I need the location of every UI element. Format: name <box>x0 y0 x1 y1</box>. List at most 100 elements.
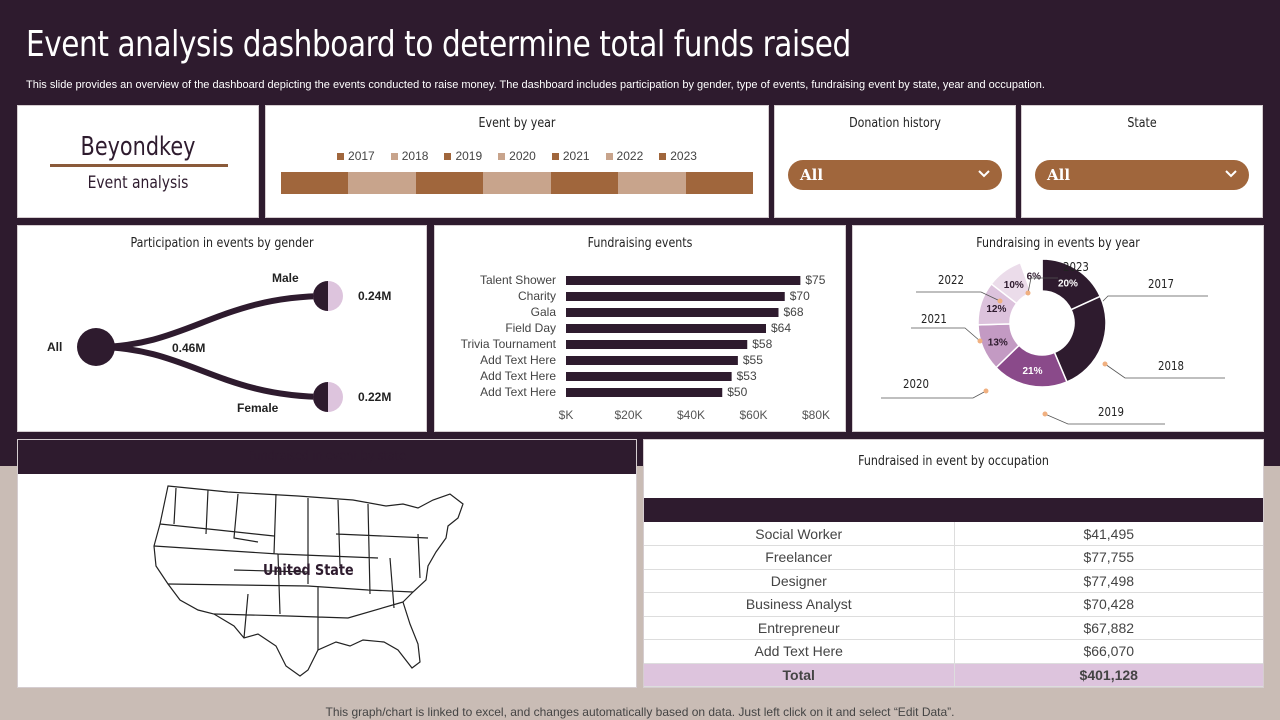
amount-cell: $77,755 <box>954 545 1263 570</box>
year-segment[interactable] <box>281 172 349 194</box>
occupation-cell: Designer <box>644 569 955 593</box>
value-label: $53 <box>737 369 757 383</box>
year-segment[interactable] <box>483 172 551 194</box>
bar <box>566 372 732 381</box>
chevron-down-icon <box>978 170 990 178</box>
events-by-year-panel: Fundraising in events by year 20% 2017 201… <box>852 225 1264 432</box>
donut-slice <box>1019 258 1043 294</box>
brand-panel: Beyondkey Event analysis <box>17 105 259 218</box>
year-segment[interactable] <box>685 172 753 194</box>
legend-swatch <box>444 152 452 160</box>
slice-percent: 21% <box>1022 366 1042 377</box>
occupation-cell: Social Worker <box>644 522 955 546</box>
panel-title: Event by year <box>478 116 556 131</box>
leader-dot <box>1042 411 1048 417</box>
panel-title: Fundraised in event by occupation <box>858 454 1049 469</box>
value-label: $50 <box>727 385 747 399</box>
legend-item: 2020 <box>498 149 536 163</box>
x-tick-label: $80K <box>802 408 830 422</box>
page-subtitle: This slide provides an overview of the d… <box>26 79 1045 91</box>
table-header-row <box>644 498 1263 522</box>
slice-percent: 6% <box>1027 272 1042 283</box>
amount-cell: $41,495 <box>954 522 1263 546</box>
slice-percent: 20% <box>1058 279 1078 290</box>
occupation-cell: Add Text Here <box>644 639 955 664</box>
occupation-cell: Entrepreneur <box>644 616 955 640</box>
legend-swatch <box>390 152 398 160</box>
legend-label: 2022 <box>616 149 644 163</box>
panel-title: Fundraising events <box>587 236 693 251</box>
year-segment[interactable] <box>348 172 416 194</box>
category-label: Trivia Tournament <box>461 337 557 351</box>
table-row: Business Analyst $70,428 <box>644 592 1263 617</box>
legend-swatch <box>337 152 345 160</box>
female-node-fill <box>313 382 328 412</box>
table-row: Add Text Here $66,070 <box>644 639 1263 664</box>
year-label: 2023 <box>1063 260 1089 274</box>
leader-line <box>1027 277 1058 294</box>
dropdown-value: All <box>800 166 824 184</box>
legend-item: 2023 <box>659 149 697 163</box>
bar <box>566 308 779 317</box>
category-label: Add Text Here <box>480 353 556 367</box>
male-node-fill <box>313 281 328 311</box>
leader-dot <box>983 388 989 394</box>
legend-item: 2017 <box>337 149 375 163</box>
slice-percent: 12% <box>986 304 1006 315</box>
year-label: 2017 <box>1148 277 1174 291</box>
amount-cell: $66,070 <box>954 639 1263 664</box>
legend-label: 2017 <box>348 149 375 163</box>
occupation-cell: Business Analyst <box>644 592 955 617</box>
legend-swatch <box>659 152 667 160</box>
legend-label: 2020 <box>509 149 536 163</box>
year-segment[interactable] <box>415 172 484 194</box>
category-label: Field Day <box>505 321 556 335</box>
leader-dot <box>1025 290 1031 296</box>
bar <box>566 324 766 333</box>
event-by-year-panel: Event by year 2017 2018 2019 2020 2021 2022 20… <box>265 105 769 218</box>
events-by-year-donut: 20% 2017 2018 21% 2019 13% 2020 12% 2021 10% 2022 6… <box>881 258 1225 425</box>
legend-swatch <box>605 152 613 160</box>
state-borders <box>153 487 429 650</box>
map-header: Fundraised in event by state <box>18 440 636 474</box>
donation-history-dropdown[interactable]: All <box>788 160 1002 190</box>
legend-item: 2022 <box>605 149 644 163</box>
year-legend: 2017 2018 2019 2020 2021 2022 2023 <box>266 149 768 163</box>
legend-item: 2021 <box>551 149 590 163</box>
amount-cell: $77,498 <box>954 569 1263 593</box>
legend-label: 2018 <box>401 149 429 163</box>
panel-title: Participation in events by gender <box>130 236 314 251</box>
x-tick-label: $60K <box>739 408 767 422</box>
root-node <box>77 328 115 366</box>
bar <box>566 356 738 365</box>
table-row: Designer $77,498 <box>644 569 1263 593</box>
male-branch <box>95 293 329 350</box>
male-value: 0.24M <box>358 289 391 303</box>
table-row: Freelancer $77,755 <box>644 545 1263 570</box>
year-timeline-bar[interactable] <box>281 172 753 194</box>
us-map[interactable]: United State <box>18 474 636 689</box>
state-dropdown[interactable]: All <box>1035 160 1249 190</box>
brand-name: Beyondkey <box>80 132 196 162</box>
state-map-panel: Fundraised in event by state United Stat… <box>17 439 637 688</box>
slice-percent: 10% <box>1004 280 1024 291</box>
panel-title: Fundraised in event by state <box>248 449 406 464</box>
brand-divider <box>50 164 228 167</box>
leader-dot <box>977 338 983 344</box>
map-country-label: United State <box>263 562 354 579</box>
fundraising-events-panel: Fundraising events Talent Shower $75 Chari… <box>434 225 846 432</box>
bar <box>566 276 801 285</box>
value-label: $55 <box>743 353 763 367</box>
leader-dot <box>1102 361 1108 367</box>
year-segment[interactable] <box>550 172 619 194</box>
x-tick-label: $20K <box>614 408 642 422</box>
panel-title: Fundraising in events by year <box>976 236 1140 251</box>
occupation-cell: Freelancer <box>644 545 955 570</box>
panel-title: Donation history <box>849 116 941 131</box>
value-label: $68 <box>784 305 804 319</box>
total-row: Total $401,128 <box>644 663 1263 687</box>
legend-label: 2019 <box>455 149 483 163</box>
year-label: 2019 <box>1098 405 1124 419</box>
legend-swatch <box>498 152 506 160</box>
year-segment[interactable] <box>618 172 686 194</box>
